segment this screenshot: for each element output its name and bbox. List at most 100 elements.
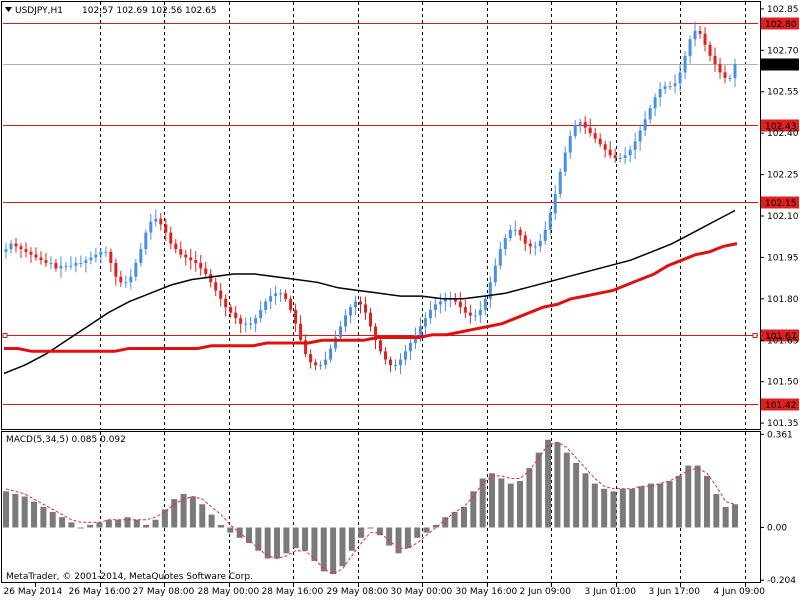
macd-bar (638, 486, 645, 528)
candle-body (683, 55, 687, 73)
candle-body (488, 282, 492, 299)
candle-body (528, 243, 532, 247)
candle-body (4, 249, 8, 252)
price-tick-label: 101.50 (767, 378, 799, 388)
macd-bar (386, 527, 393, 546)
candle-body (703, 33, 707, 45)
macd-bar (246, 527, 252, 543)
macd-bar (283, 527, 290, 554)
moving-averages (3, 209, 738, 375)
macd-bar (507, 483, 514, 528)
price-tick-label: 102.40 (767, 129, 799, 139)
candle-body (134, 262, 138, 277)
candle-body (618, 158, 622, 160)
candle-body (239, 318, 243, 324)
macd-bar (115, 519, 122, 528)
macd-bar (199, 504, 206, 528)
price-tick-label: 102.55 (767, 88, 799, 98)
candle-body (69, 265, 73, 267)
candlestick-series (4, 21, 737, 375)
candle-body (149, 221, 153, 233)
macd-bar (367, 527, 374, 529)
candle-body (653, 97, 657, 109)
candle-body (473, 315, 477, 317)
candle-body (628, 149, 632, 156)
time-tick-label: 29 May 08:00 (327, 587, 389, 597)
candle-body (184, 254, 188, 258)
candle-body (324, 359, 328, 366)
candle-body (284, 293, 288, 299)
candle-body (373, 326, 377, 341)
candle-body (89, 257, 93, 261)
current-price-box (761, 58, 799, 71)
macd-bar (339, 527, 346, 567)
macd-bar (573, 462, 580, 528)
vertical-gridlines (100, 2, 746, 583)
macd-signal-line (5, 441, 736, 575)
macd-bar (619, 488, 626, 528)
macd-bar (302, 527, 309, 551)
macd-bar (124, 517, 131, 528)
macd-bar (517, 481, 524, 528)
candle-body (543, 229, 547, 241)
candle-body (638, 130, 642, 142)
candle-body (633, 141, 637, 150)
macd-bar (274, 527, 281, 559)
macd-bar (423, 527, 430, 533)
candle-body (369, 312, 372, 327)
macd-bar (554, 442, 561, 528)
candle-body (29, 251, 33, 255)
dropdown-triangle-icon[interactable] (5, 7, 12, 12)
candle-body (264, 301, 268, 310)
horizontal-levels[interactable]: 102.80 102.43 102.15 101.67 101.42 102.65 (2, 17, 799, 412)
level-anchor (2, 333, 8, 338)
macd-axis: 0.361 0.00 -0.204 (760, 430, 796, 586)
candle-body (299, 323, 303, 341)
candle-body (463, 307, 467, 313)
macd-bar (264, 527, 271, 559)
candle-body (658, 88, 662, 98)
candle-body (388, 359, 392, 366)
candle-body (678, 72, 682, 84)
time-tick-label: 26 May 2014 (4, 587, 63, 597)
candle-body (44, 260, 48, 263)
time-tick-label: 26 May 16:00 (69, 587, 131, 597)
macd-bar (292, 527, 299, 549)
candle-body (663, 86, 667, 89)
candle-body (204, 268, 208, 274)
candle-body (189, 257, 193, 261)
candle-body (568, 135, 572, 153)
macd-bar (442, 517, 449, 528)
candle-body (39, 257, 43, 261)
candle-body (598, 138, 602, 145)
candle-body (578, 122, 582, 125)
candle-body (478, 309, 482, 316)
candle-body (334, 337, 338, 349)
candle-body (124, 282, 128, 284)
price-axis: 102.85 102.70 102.55 102.40 102.25 102.10 101.… (760, 5, 799, 429)
candle-body (523, 235, 527, 244)
candle-body (74, 262, 78, 266)
candle-body (269, 296, 273, 302)
macd-bar (330, 527, 337, 574)
macd-bar (3, 491, 9, 528)
candle-body (49, 262, 53, 264)
candle-body (588, 127, 592, 134)
candle-body (104, 251, 108, 253)
level-label-box (761, 329, 799, 342)
macd-bar (545, 439, 552, 528)
candle-body (319, 365, 323, 367)
price-tick-label: 101.80 (767, 295, 799, 305)
macd-bar (591, 483, 598, 528)
macd-bar (470, 491, 477, 528)
candle-body (214, 282, 218, 291)
macd-bar (479, 478, 486, 528)
candle-body (433, 304, 437, 310)
candle-body (708, 44, 712, 56)
candle-body (458, 301, 462, 308)
candle-body (254, 318, 258, 324)
candle-body (329, 348, 333, 360)
level-label: 102.80 (765, 20, 797, 30)
time-tick-label: 27 May 08:00 (133, 587, 195, 597)
